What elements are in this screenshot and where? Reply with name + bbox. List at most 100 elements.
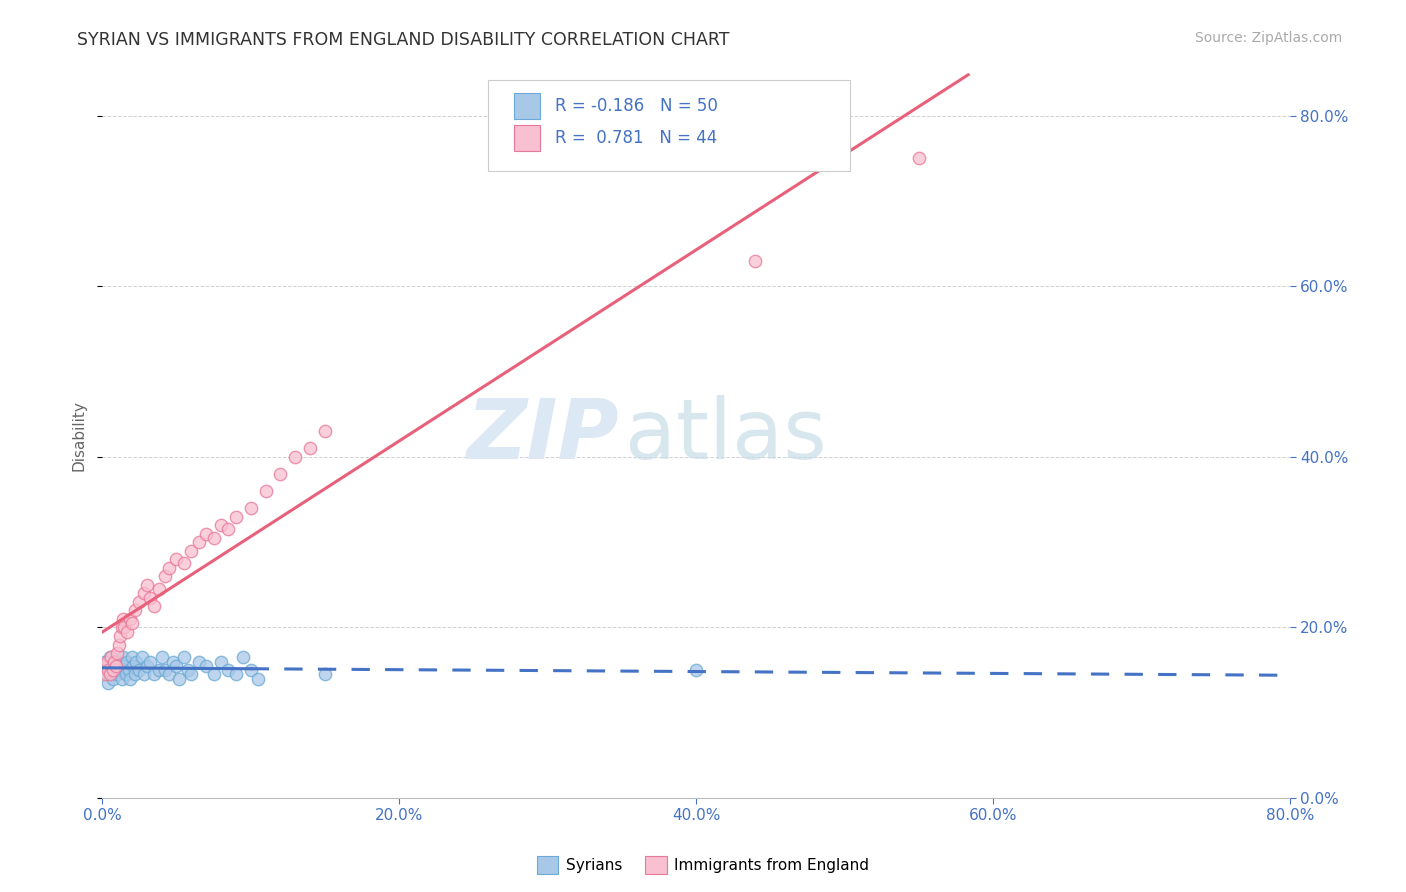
Point — [314, 667, 336, 681]
Point — [209, 655, 232, 669]
Point — [94, 667, 117, 681]
Point — [685, 663, 707, 677]
Point — [117, 655, 139, 669]
Text: Source: ZipAtlas.com: Source: ZipAtlas.com — [1195, 31, 1343, 45]
Point — [111, 650, 134, 665]
Point — [153, 663, 176, 677]
Point — [239, 663, 262, 677]
Point — [104, 658, 127, 673]
Point — [143, 599, 166, 614]
Point — [148, 582, 170, 596]
Point — [202, 531, 225, 545]
Point — [128, 663, 150, 677]
Point — [96, 667, 118, 681]
Point — [180, 667, 202, 681]
Point — [217, 522, 239, 536]
Point — [247, 672, 270, 686]
Point — [135, 658, 157, 673]
Point — [314, 424, 336, 438]
Point — [107, 655, 129, 669]
Point — [173, 650, 195, 665]
Point — [97, 663, 120, 677]
Point — [118, 663, 141, 677]
Point — [744, 253, 766, 268]
Point — [131, 650, 153, 665]
Point — [180, 543, 202, 558]
Point — [117, 624, 139, 639]
Point — [108, 629, 131, 643]
Point — [105, 667, 128, 681]
Y-axis label: Disability: Disability — [72, 401, 86, 471]
Point — [150, 650, 173, 665]
Point — [124, 667, 146, 681]
Point — [254, 483, 277, 498]
Point — [187, 535, 209, 549]
Point — [162, 655, 184, 669]
Point — [105, 646, 128, 660]
Point — [98, 667, 121, 681]
Point — [97, 676, 120, 690]
Point — [100, 650, 122, 665]
Point — [108, 663, 131, 677]
Point — [132, 586, 155, 600]
Point — [232, 650, 254, 665]
Point — [239, 501, 262, 516]
Point — [114, 620, 136, 634]
Point — [173, 557, 195, 571]
Point — [98, 650, 121, 665]
Point — [138, 655, 160, 669]
Point — [225, 667, 247, 681]
Point — [114, 658, 136, 673]
Point — [104, 658, 127, 673]
Point — [269, 467, 291, 481]
Text: SYRIAN VS IMMIGRANTS FROM ENGLAND DISABILITY CORRELATION CHART: SYRIAN VS IMMIGRANTS FROM ENGLAND DISABI… — [77, 31, 730, 49]
Text: R = -0.186   N = 50: R = -0.186 N = 50 — [555, 97, 717, 115]
Point — [111, 612, 134, 626]
Point — [157, 560, 180, 574]
Point — [177, 663, 200, 677]
Point — [209, 518, 232, 533]
Point — [103, 655, 125, 669]
Point — [107, 638, 129, 652]
Point — [225, 509, 247, 524]
Point — [907, 151, 929, 165]
Point — [125, 655, 148, 669]
Point — [143, 667, 166, 681]
Point — [169, 672, 191, 686]
Point — [195, 526, 218, 541]
Point — [165, 552, 187, 566]
Point — [195, 658, 218, 673]
Point — [138, 591, 160, 605]
Legend: Syrians, Immigrants from England: Syrians, Immigrants from England — [530, 850, 876, 880]
Point — [110, 672, 132, 686]
Point — [122, 658, 145, 673]
Point — [121, 650, 143, 665]
Point — [100, 663, 122, 677]
Point — [135, 578, 157, 592]
Point — [217, 663, 239, 677]
Point — [103, 655, 125, 669]
FancyBboxPatch shape — [515, 125, 540, 151]
Point — [202, 667, 225, 681]
Point — [132, 667, 155, 681]
Point — [128, 595, 150, 609]
FancyBboxPatch shape — [488, 80, 851, 171]
Point — [101, 663, 124, 677]
Point — [115, 667, 138, 681]
Point — [165, 658, 187, 673]
Point — [93, 655, 115, 669]
Point — [110, 620, 132, 634]
Point — [124, 603, 146, 617]
Point — [284, 450, 307, 464]
Point — [93, 658, 115, 673]
Point — [153, 569, 176, 583]
Point — [120, 672, 142, 686]
Point — [299, 442, 322, 456]
Point — [157, 667, 180, 681]
Point — [148, 663, 170, 677]
Text: atlas: atlas — [624, 395, 827, 476]
FancyBboxPatch shape — [515, 94, 540, 119]
Point — [120, 612, 142, 626]
Text: R =  0.781   N = 44: R = 0.781 N = 44 — [555, 128, 717, 147]
Point — [101, 672, 124, 686]
